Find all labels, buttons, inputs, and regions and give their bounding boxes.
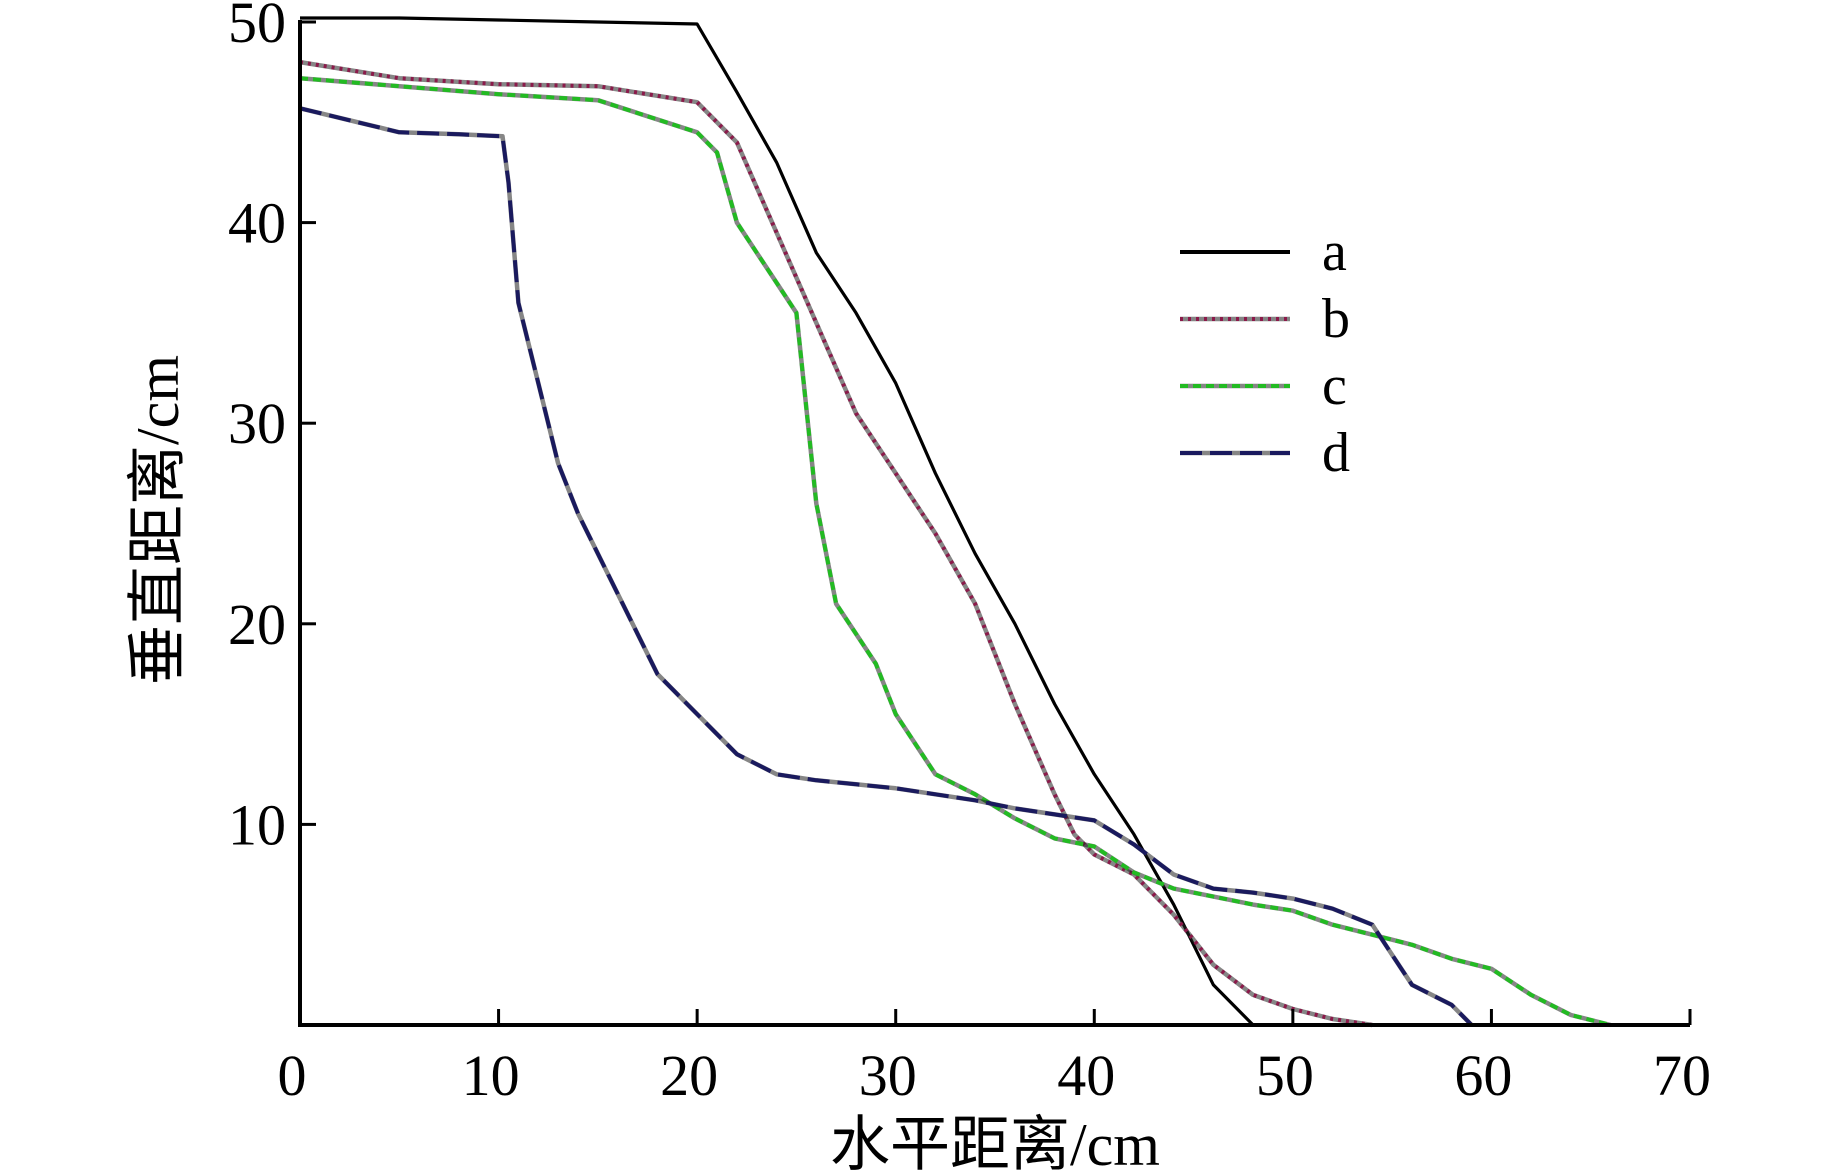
x-tick-label: 40 [1057, 1043, 1115, 1108]
series-d-line [299, 106, 1474, 1027]
legend-label-b: b [1322, 288, 1350, 350]
y-tick-label: 10 [228, 792, 286, 857]
legend-label-a: a [1322, 221, 1347, 283]
y-tick-label: 50 [228, 0, 286, 55]
series-c-line [299, 76, 1612, 1027]
legend-label-d: d [1322, 422, 1350, 484]
x-tick-label: 60 [1454, 1043, 1512, 1108]
series-layer [299, 16, 1612, 1028]
y-tick-label: 30 [228, 391, 286, 456]
series-a-line [300, 16, 1255, 1027]
series-d-underlay [299, 106, 1474, 1027]
x-tick-label: 50 [1256, 1043, 1314, 1108]
axes-layer [298, 20, 1690, 1027]
y-tick-label: 20 [228, 592, 286, 657]
series-b-underlay [299, 59, 1373, 1028]
y-axis-title: 垂直距离/cm [125, 355, 191, 685]
x-tick-label: 10 [462, 1043, 520, 1108]
x-tick-label: 0 [278, 1043, 307, 1108]
legend-label-c: c [1322, 355, 1347, 417]
series-c-underlay [299, 75, 1612, 1028]
x-tick-label: 20 [660, 1043, 718, 1108]
x-tick-label: 70 [1653, 1043, 1711, 1108]
series-b-line [299, 60, 1373, 1027]
ticks-layer: 0 10 20 30 40 50 60 70 10 20 30 40 50 [228, 0, 1711, 1108]
x-tick-label: 30 [859, 1043, 917, 1108]
y-tick-label: 40 [228, 191, 286, 256]
x-axis-title: 水平距离/cm [830, 1112, 1160, 1174]
